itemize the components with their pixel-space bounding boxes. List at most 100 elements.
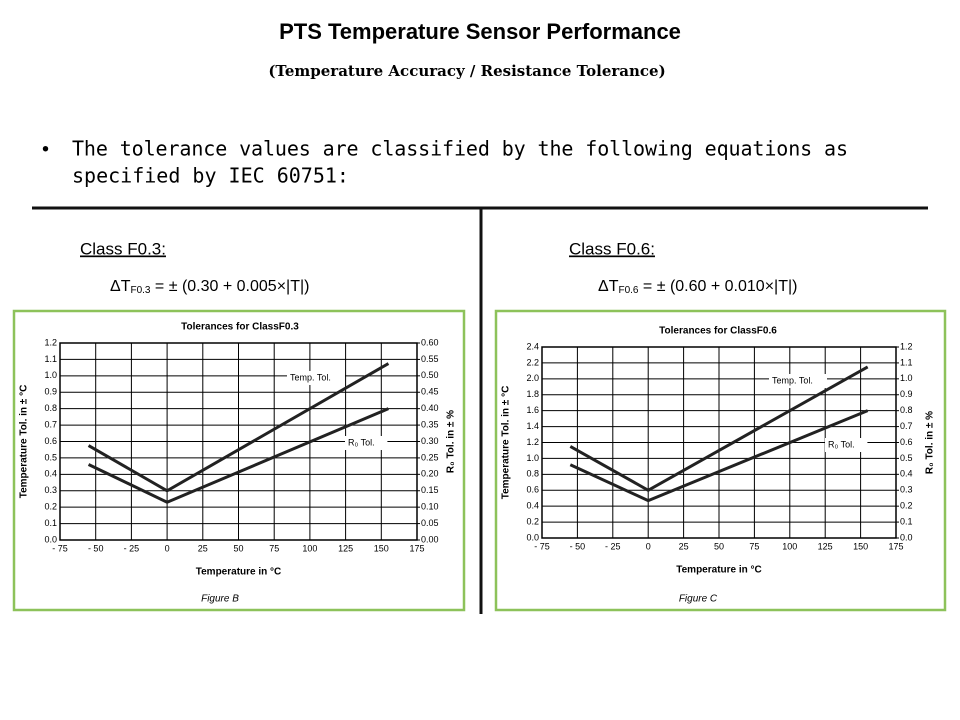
y-tick-label: 0.8 (44, 403, 57, 413)
y-tick-label: 0.4 (526, 501, 539, 511)
equation: ΔTF0.3 = ± (0.30 + 0.005×|T|) (110, 278, 309, 295)
x-tick-label: 25 (679, 541, 689, 551)
y2-tick-label: 0.60 (421, 337, 439, 347)
y2-tick-label: 1.0 (900, 373, 913, 383)
series-label-bg (769, 374, 827, 388)
class-label: Class F0.3: (80, 239, 166, 258)
x-tick-label: 150 (374, 543, 389, 553)
series-line (87, 362, 390, 493)
y2-tick-label: 0.20 (421, 469, 439, 479)
series-label: Temp. Tol. (772, 375, 813, 385)
x-tick-label: 0 (165, 543, 170, 553)
plot-frame (59, 342, 418, 541)
x-tick-label: 75 (269, 543, 279, 553)
equation: ΔTF0.6 = ± (0.60 + 0.010×|T|) (598, 278, 797, 295)
x-tick-label: 175 (409, 543, 424, 553)
y-tick-label: 0.9 (44, 387, 57, 397)
y-tick-label: 0.0 (526, 532, 539, 542)
y2-tick-label: 0.9 (900, 389, 913, 399)
y2-tick-label: 0.30 (421, 436, 439, 446)
x-tick-label: - 25 (605, 541, 621, 551)
bullet-text: specified by IEC 60751: (72, 164, 349, 188)
y-tick-label: 0.0 (44, 534, 57, 544)
series-label-bg (287, 371, 345, 385)
y2-axis-label: R₀ Tol. in ± % (925, 411, 936, 474)
chart-frame (494, 309, 947, 612)
series-line (569, 365, 869, 492)
y2-tick-label: 0.4 (900, 469, 913, 479)
plot-frame (541, 346, 897, 539)
x-tick-label: - 25 (124, 543, 140, 553)
series-line (569, 409, 869, 503)
y-tick-label: 0.6 (44, 436, 57, 446)
title: PTS Temperature Sensor Performance (279, 19, 681, 44)
y-tick-label: 2.0 (526, 373, 539, 383)
x-tick-label: 100 (782, 541, 797, 551)
y2-tick-label: 0.3 (900, 485, 913, 495)
y2-tick-label: 0.45 (421, 387, 439, 397)
series-label: Temp. Tol. (290, 372, 331, 382)
figure-caption: Figure C (679, 594, 718, 605)
y-tick-label: 0.6 (526, 485, 539, 495)
x-tick-label: - 50 (570, 541, 586, 551)
x-tick-label: 75 (749, 541, 759, 551)
x-tick-label: - 75 (534, 541, 550, 551)
y-tick-label: 1.0 (526, 453, 539, 463)
x-tick-label: 125 (338, 543, 353, 553)
class-label: Class F0.6: (569, 239, 655, 258)
x-tick-label: 0 (646, 541, 651, 551)
bullet-text: The tolerance values are classified by t… (72, 137, 848, 161)
y-tick-label: 0.5 (44, 452, 57, 462)
series-label-bg (825, 438, 868, 452)
x-tick-label: 50 (233, 543, 243, 553)
y-tick-label: 0.4 (44, 469, 57, 479)
x-tick-label: 25 (198, 543, 208, 553)
y2-tick-label: 0.2 (900, 501, 913, 511)
x-tick-label: - 50 (88, 543, 104, 553)
y2-tick-label: 0.55 (421, 354, 439, 364)
y2-tick-label: 0.7 (900, 421, 913, 431)
y2-tick-label: 1.2 (900, 341, 913, 351)
chart-frame (12, 309, 466, 612)
y2-axis-label: R₀ Tol. in ± % (446, 410, 457, 473)
y-tick-label: 0.1 (44, 518, 57, 528)
series-label-bg (345, 436, 388, 450)
y2-tick-label: 0.10 (421, 502, 439, 512)
chart-title: Tolerances for ClassF0.3 (181, 322, 299, 333)
y-tick-label: 1.6 (526, 405, 539, 415)
x-tick-label: 150 (853, 541, 868, 551)
chart-title: Tolerances for ClassF0.6 (659, 326, 777, 337)
x-axis-label: Temperature in °C (676, 565, 762, 576)
y-tick-label: 1.2 (526, 437, 539, 447)
y-tick-label: 1.4 (526, 421, 539, 431)
x-tick-label: 175 (888, 541, 903, 551)
y2-tick-label: 0.00 (421, 534, 439, 544)
y-tick-label: 1.0 (44, 370, 57, 380)
y2-tick-label: 0.05 (421, 518, 439, 528)
y-tick-label: 1.2 (44, 337, 57, 347)
y-tick-label: 0.8 (526, 469, 539, 479)
subtitle: (Temperature Accuracy / Resistance Toler… (268, 62, 665, 80)
y-tick-label: 0.7 (44, 419, 57, 429)
y-axis-label: Temperature Tol. in ± °C (501, 386, 512, 500)
y2-tick-label: 0.6 (900, 437, 913, 447)
y2-tick-label: 0.8 (900, 405, 913, 415)
y2-tick-label: 1.1 (900, 357, 913, 367)
x-axis-label: Temperature in °C (196, 567, 282, 578)
y-tick-label: 1.1 (44, 354, 57, 364)
y2-tick-label: 0.5 (900, 453, 913, 463)
y-tick-label: 0.2 (526, 516, 539, 526)
x-tick-label: 125 (818, 541, 833, 551)
y-tick-label: 2.2 (526, 357, 539, 367)
series-line (87, 407, 390, 504)
y2-tick-label: 0.25 (421, 452, 439, 462)
y2-tick-label: 0.35 (421, 419, 439, 429)
y-tick-label: 0.2 (44, 502, 57, 512)
y2-tick-label: 0.0 (900, 532, 913, 542)
y2-tick-label: 0.15 (421, 485, 439, 495)
y-tick-label: 2.4 (526, 341, 539, 351)
bullet-dot: • (42, 138, 49, 160)
x-tick-label: 50 (714, 541, 724, 551)
y-tick-label: 1.8 (526, 389, 539, 399)
